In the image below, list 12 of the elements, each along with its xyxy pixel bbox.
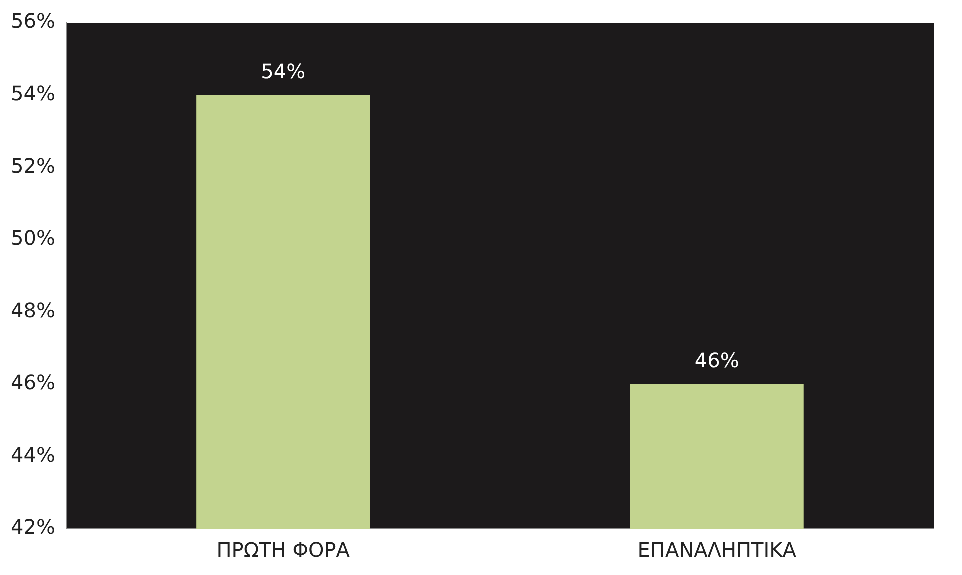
y-tick-label: 56%: [11, 9, 56, 34]
y-tick-label: 50%: [11, 226, 56, 250]
y-tick-label: 52%: [11, 154, 56, 178]
data-label: 46%: [694, 348, 740, 373]
data-label: 54%: [261, 59, 306, 84]
y-tick-label: 44%: [11, 442, 56, 467]
y-tick-label: 42%: [11, 515, 56, 540]
y-tick-label: 54%: [11, 81, 56, 106]
x-tick-label: ΕΠΑΝΑΛΗΠΤΙΚΑ: [638, 538, 797, 562]
y-tick-label: 48%: [11, 298, 56, 322]
x-tick-label: ΠΡΩΤΗ ΦΟΡΑ: [216, 538, 350, 562]
y-tick-label: 46%: [11, 370, 56, 395]
